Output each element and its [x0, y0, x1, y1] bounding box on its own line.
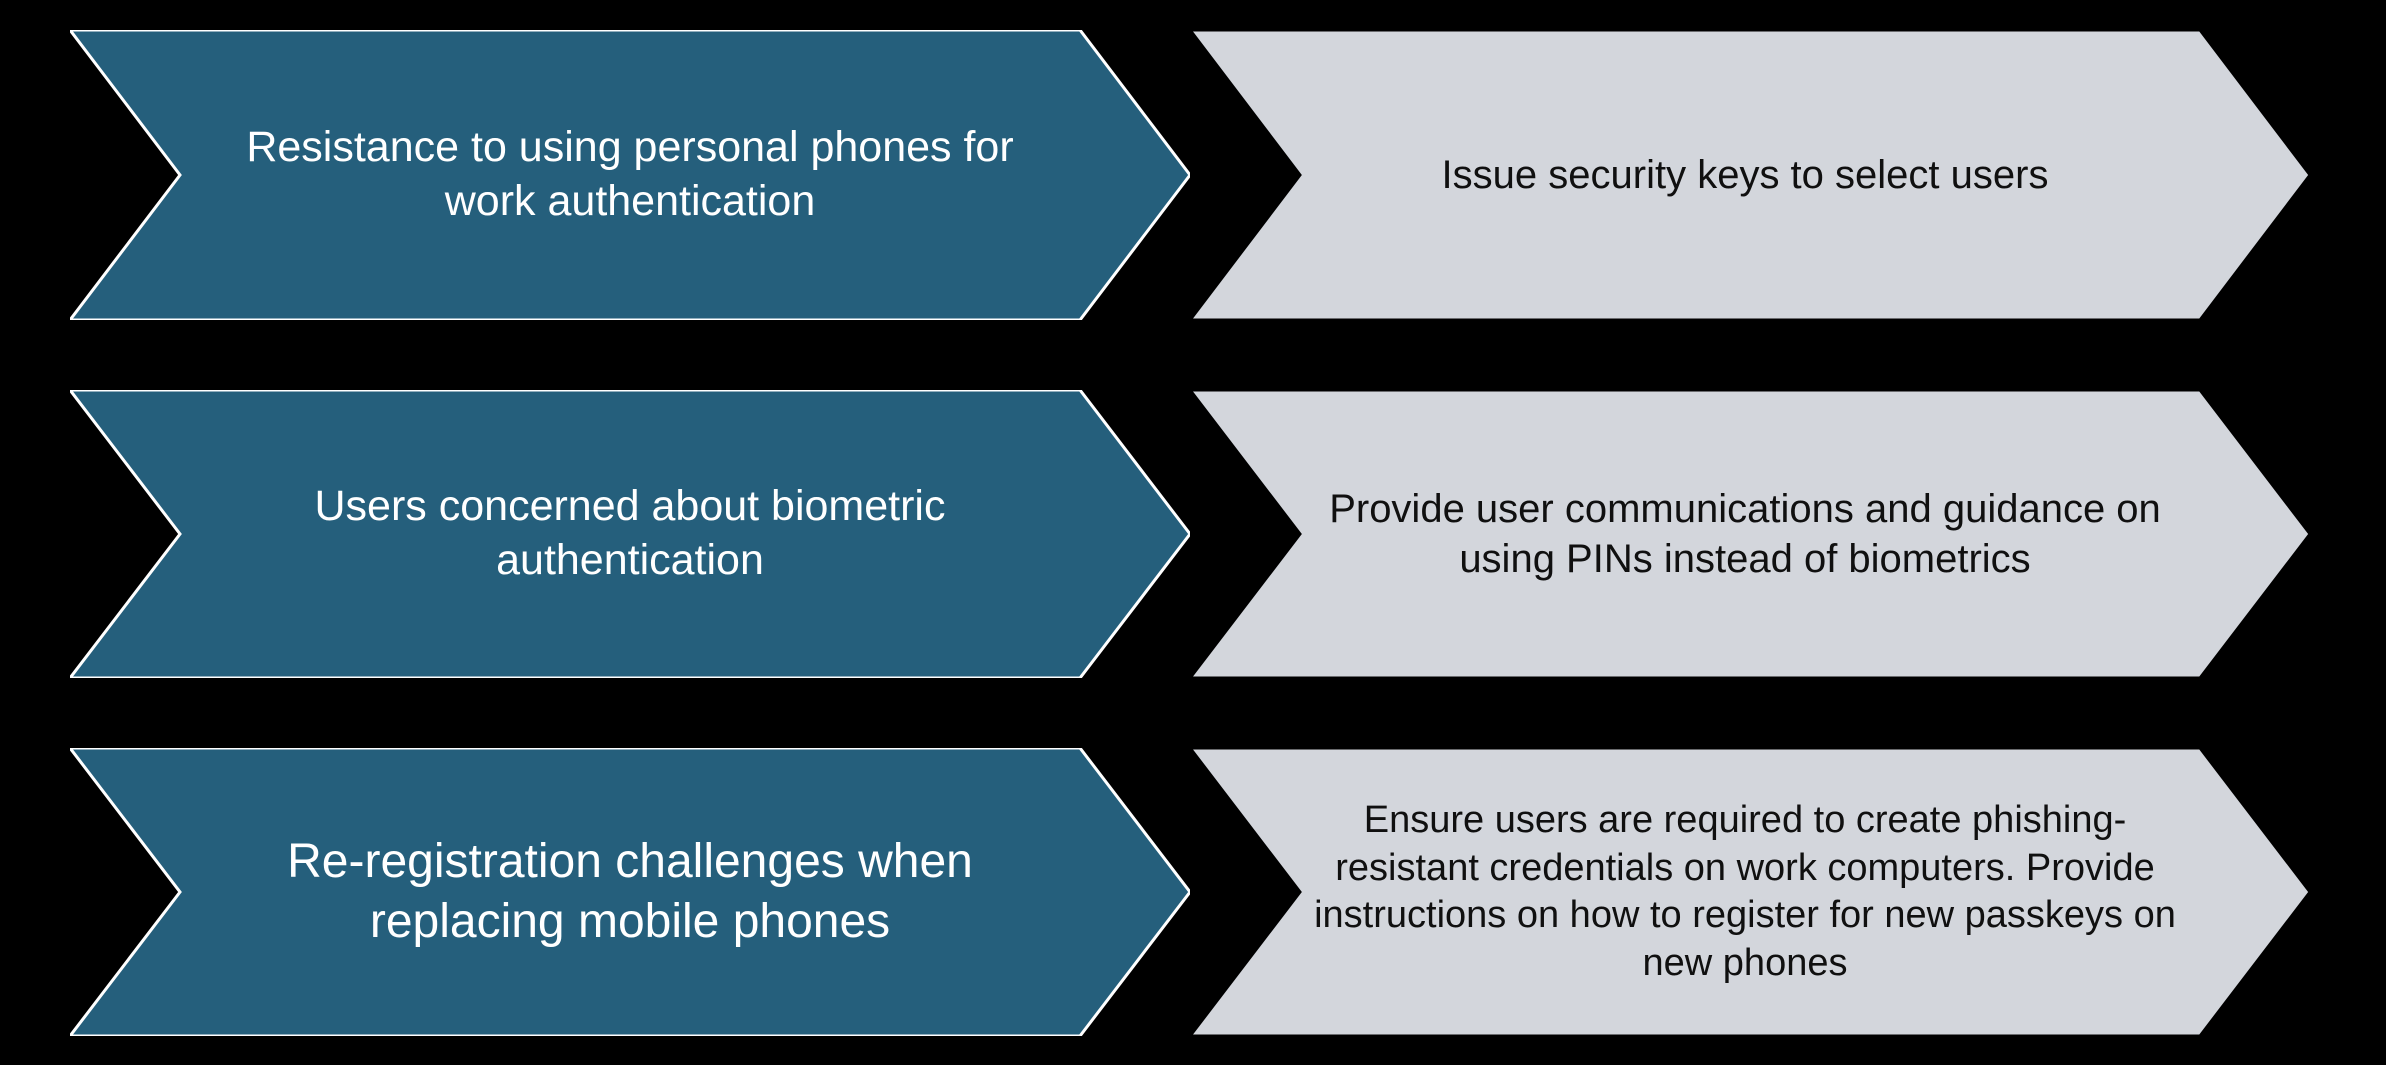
row-0-solution-chevron: Issue security keys to select users [1190, 30, 2310, 320]
row-2-solution-chevron-label: Ensure users are required to create phis… [1310, 748, 2180, 1036]
row-0-challenge-chevron: Resistance to using personal phones for … [70, 30, 1190, 320]
row-1-solution-chevron: Provide user communications and guidance… [1190, 390, 2310, 678]
row-2-challenge-chevron: Re-registration challenges when replacin… [70, 748, 1190, 1036]
row-2-solution-chevron: Ensure users are required to create phis… [1190, 748, 2310, 1036]
row-0-solution-chevron-label: Issue security keys to select users [1310, 30, 2180, 320]
row-1-challenge-chevron-label: Users concerned about biometric authenti… [195, 390, 1065, 678]
row-2-challenge-chevron-label: Re-registration challenges when replacin… [195, 748, 1065, 1036]
row-1-challenge-chevron: Users concerned about biometric authenti… [70, 390, 1190, 678]
diagram-canvas: Issue security keys to select users Resis… [0, 0, 2386, 1065]
row-0-challenge-chevron-label: Resistance to using personal phones for … [195, 30, 1065, 320]
row-1-solution-chevron-label: Provide user communications and guidance… [1310, 390, 2180, 678]
